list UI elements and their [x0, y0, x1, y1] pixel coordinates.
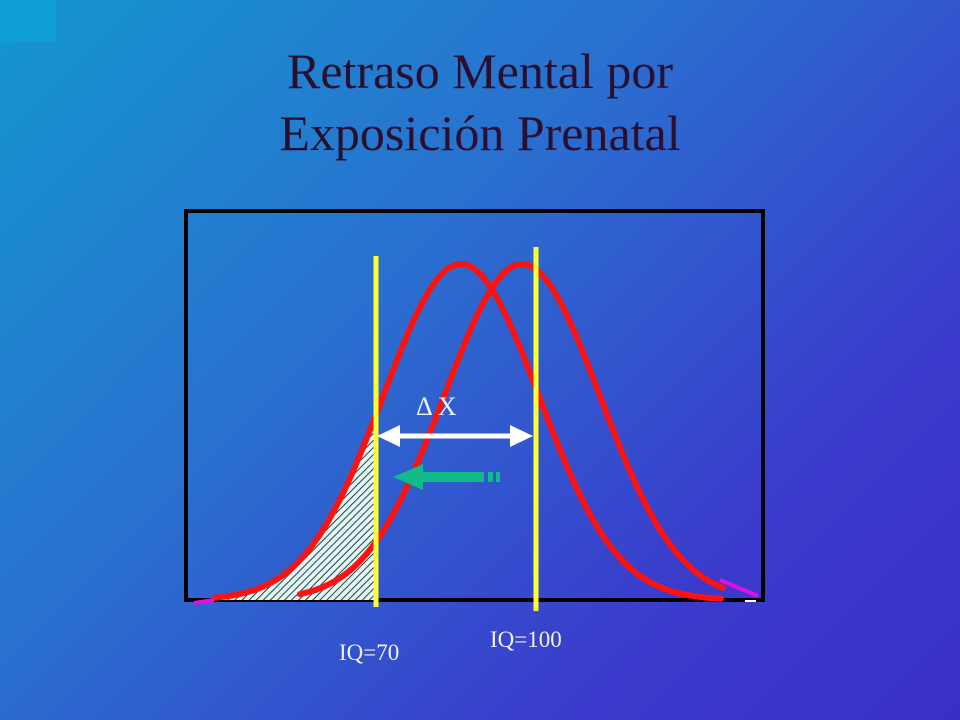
corner-accent — [0, 0, 56, 42]
delta-arrow — [377, 425, 533, 447]
title-line-2: Exposición Prenatal — [279, 105, 681, 161]
original-distribution-curve — [297, 260, 726, 598]
slide-title: Retraso Mental por Exposición Prenatal — [0, 40, 960, 164]
delta-x-label: Δ X — [416, 392, 457, 421]
shaded-tail-area — [214, 414, 376, 600]
shift-arrow — [393, 464, 500, 490]
shifted-distribution-curve — [211, 260, 724, 602]
plot-frame — [184, 209, 765, 602]
right-tail-end — [719, 578, 759, 598]
iq-70-label: IQ=70 — [339, 640, 400, 665]
title-line-1: Retraso Mental por — [286, 43, 673, 99]
iq-100-label: IQ=100 — [490, 627, 562, 652]
left-tail-end — [193, 598, 215, 605]
